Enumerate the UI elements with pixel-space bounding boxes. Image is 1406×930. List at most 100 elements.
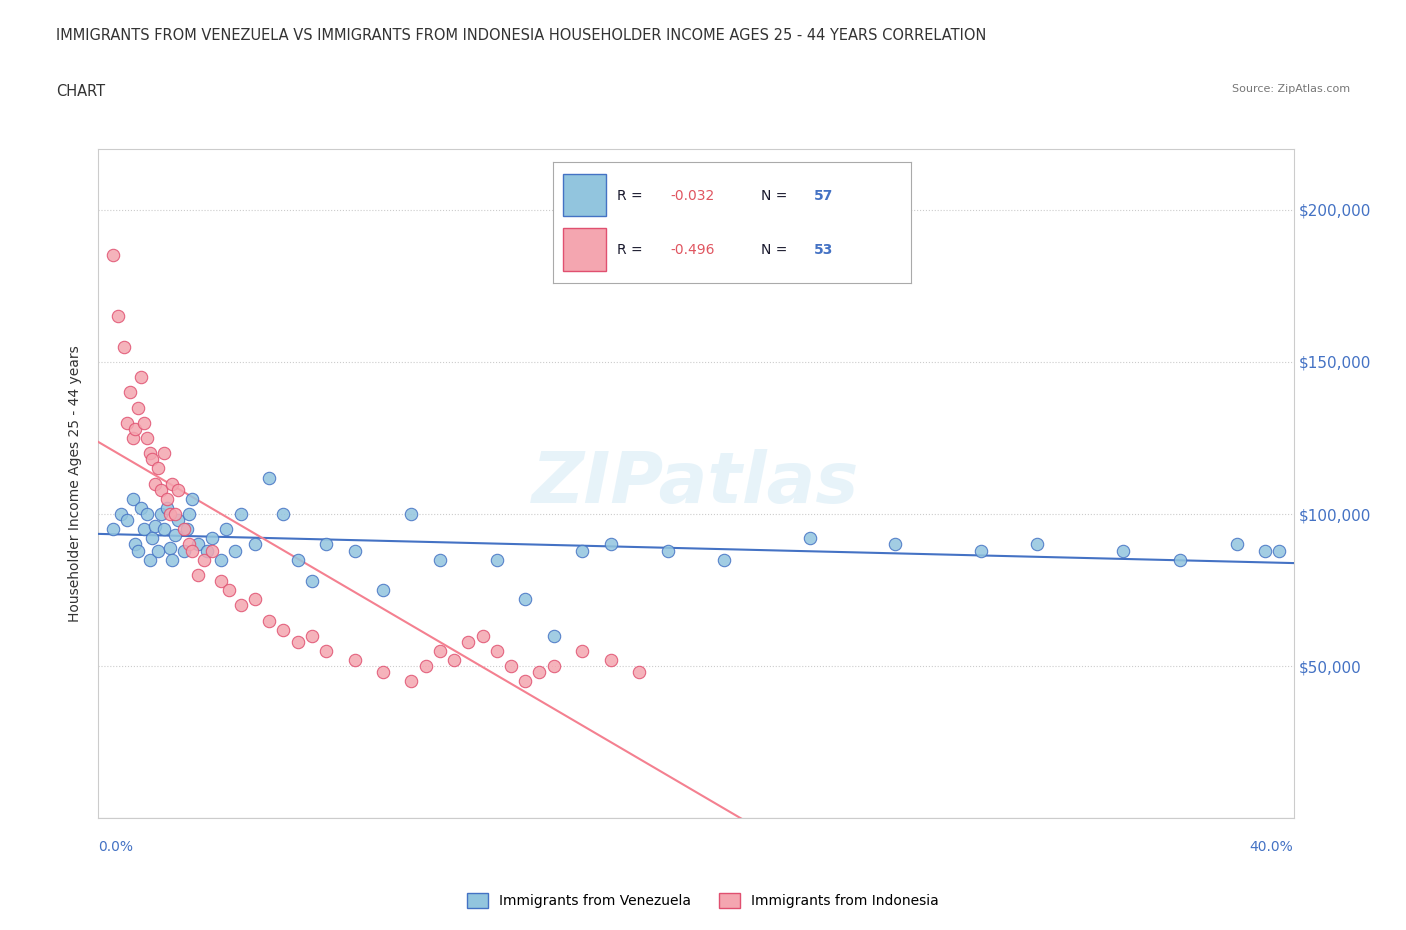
Y-axis label: Householder Income Ages 25 - 44 years: Householder Income Ages 25 - 44 years [69, 345, 83, 622]
Point [499, 658, 522, 673]
Point [115, 416, 138, 431]
Point [209, 552, 232, 567]
Point [150, 483, 173, 498]
Point [1168, 552, 1191, 567]
Point [229, 598, 252, 613]
Point [257, 470, 280, 485]
Point [401, 674, 423, 689]
Point [167, 512, 190, 527]
Point [713, 552, 735, 567]
Point [443, 653, 465, 668]
Text: IMMIGRANTS FROM VENEZUELA VS IMMIGRANTS FROM INDONESIA HOUSEHOLDER INCOME AGES 2: IMMIGRANTS FROM VENEZUELA VS IMMIGRANTS … [56, 28, 987, 43]
Point [224, 543, 246, 558]
Point [159, 507, 181, 522]
Point [371, 583, 394, 598]
Point [273, 507, 295, 522]
Point [129, 369, 152, 384]
Text: 40.0%: 40.0% [1250, 840, 1294, 854]
Point [173, 543, 195, 558]
Point [301, 574, 323, 589]
Point [571, 644, 593, 658]
Text: CHART: CHART [56, 84, 105, 99]
Point [215, 522, 238, 537]
Point [1226, 537, 1249, 551]
Point [343, 543, 366, 558]
Point [143, 519, 166, 534]
Point [135, 431, 157, 445]
Text: Source: ZipAtlas.com: Source: ZipAtlas.com [1232, 84, 1350, 94]
Point [571, 543, 593, 558]
Point [201, 543, 224, 558]
Point [371, 665, 394, 680]
Point [162, 476, 184, 491]
Point [1026, 537, 1049, 551]
Point [429, 644, 451, 658]
Point [229, 507, 252, 522]
Point [165, 507, 187, 522]
Point [124, 421, 146, 436]
Point [543, 658, 565, 673]
Point [162, 552, 184, 567]
Point [127, 400, 149, 415]
Point [129, 500, 152, 515]
Point [167, 483, 190, 498]
Point [515, 674, 537, 689]
Point [201, 531, 224, 546]
Point [1254, 543, 1277, 558]
Point [884, 537, 907, 551]
Point [179, 537, 201, 551]
Point [156, 491, 179, 506]
Point [287, 634, 309, 649]
Point [429, 552, 451, 567]
Point [599, 653, 621, 668]
Point [193, 552, 215, 567]
Point [143, 476, 166, 491]
Point [101, 248, 124, 263]
Legend: Immigrants from Venezuela, Immigrants from Indonesia: Immigrants from Venezuela, Immigrants fr… [461, 888, 945, 914]
Point [1268, 543, 1291, 558]
Point [315, 644, 337, 658]
Point [153, 445, 176, 460]
Point [101, 522, 124, 537]
Point [148, 543, 170, 558]
Point [132, 522, 155, 537]
Text: ZIPatlas: ZIPatlas [533, 449, 859, 518]
Point [127, 543, 149, 558]
Point [124, 537, 146, 551]
Point [471, 629, 494, 644]
Point [287, 552, 309, 567]
Point [110, 507, 132, 522]
Point [115, 512, 138, 527]
Point [315, 537, 337, 551]
Point [969, 543, 991, 558]
Point [176, 522, 198, 537]
Point [543, 629, 565, 644]
Point [159, 540, 181, 555]
Point [243, 591, 266, 606]
Point [107, 309, 129, 324]
Point [343, 653, 366, 668]
Point [141, 452, 163, 467]
Point [121, 431, 143, 445]
Point [301, 629, 323, 644]
Point [156, 500, 179, 515]
Point [181, 543, 204, 558]
Point [799, 531, 821, 546]
Point [628, 665, 651, 680]
Point [657, 543, 679, 558]
Point [401, 507, 423, 522]
Point [121, 491, 143, 506]
Point [187, 537, 209, 551]
Point [132, 416, 155, 431]
Point [209, 574, 232, 589]
Point [1112, 543, 1135, 558]
Point [243, 537, 266, 551]
Point [187, 567, 209, 582]
Point [135, 507, 157, 522]
Point [179, 507, 201, 522]
Point [195, 543, 218, 558]
Point [153, 522, 176, 537]
Point [165, 528, 187, 543]
Point [415, 658, 437, 673]
Point [485, 644, 508, 658]
